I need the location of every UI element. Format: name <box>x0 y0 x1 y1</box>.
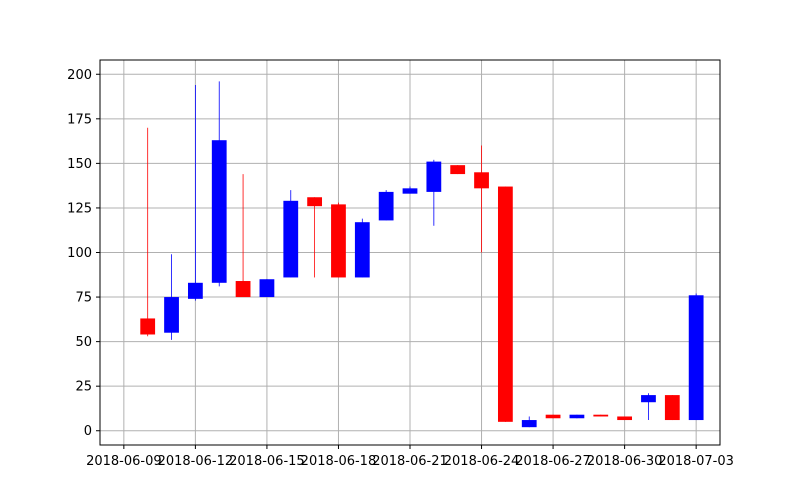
candle <box>450 165 466 175</box>
candle <box>211 81 227 287</box>
x-tick-label: 2018-07-03 <box>658 454 734 469</box>
candle-body <box>641 395 656 403</box>
candle <box>641 393 656 421</box>
candle-body <box>164 297 179 333</box>
candle <box>259 279 275 298</box>
candle-body <box>474 172 489 189</box>
y-axis-ticks: 0 25 50 75 100 125 150 175 200 <box>67 68 100 439</box>
candle-body <box>617 416 633 421</box>
candle <box>354 218 370 278</box>
candle-body <box>497 186 513 422</box>
y-tick-label: 50 <box>75 335 92 350</box>
y-tick-label: 0 <box>84 424 92 439</box>
y-tick-label: 125 <box>67 201 92 216</box>
candle <box>521 416 537 428</box>
candle-body <box>402 188 418 194</box>
candle <box>235 174 251 298</box>
candle <box>331 202 346 278</box>
candle <box>283 190 299 278</box>
x-tick-label: 2018-06-18 <box>301 454 377 469</box>
candle-body <box>187 282 203 299</box>
candle-body <box>331 204 346 278</box>
candle <box>307 197 323 278</box>
candle-body <box>140 318 156 335</box>
x-tick-label: 2018-06-15 <box>229 454 305 469</box>
candle-body <box>378 191 394 221</box>
candle-body <box>283 200 299 278</box>
candle-body <box>211 140 227 283</box>
candle-body <box>450 165 466 175</box>
candle-body <box>354 222 370 278</box>
y-tick-label: 25 <box>75 380 92 395</box>
grid-lines <box>100 60 720 445</box>
candle-body <box>426 161 442 192</box>
y-tick-label: 150 <box>67 157 92 172</box>
candle-body <box>235 281 251 298</box>
y-tick-label: 175 <box>67 112 92 127</box>
x-tick-label: 2018-06-30 <box>587 454 663 469</box>
y-tick-label: 75 <box>75 291 92 306</box>
x-tick-label: 2018-06-12 <box>158 454 234 469</box>
y-tick-label: 100 <box>67 246 92 261</box>
candle-body <box>569 414 585 419</box>
candle <box>474 145 489 253</box>
candle <box>688 293 704 421</box>
candle <box>378 190 394 221</box>
candle <box>426 159 442 226</box>
x-tick-label: 2018-06-27 <box>515 454 591 469</box>
x-tick-label: 2018-06-21 <box>372 454 448 469</box>
candle-body <box>259 279 275 298</box>
candle-body <box>664 395 680 421</box>
candle-body <box>593 414 609 417</box>
candle <box>664 395 680 421</box>
candle <box>164 254 179 340</box>
candle <box>617 416 633 421</box>
candle-body <box>545 414 561 419</box>
candle <box>497 186 513 422</box>
x-axis-ticks: 2018-06-092018-06-122018-06-152018-06-18… <box>86 445 734 469</box>
candle <box>545 414 561 419</box>
candle-body <box>688 295 704 421</box>
x-tick-label: 2018-06-09 <box>86 454 162 469</box>
x-tick-label: 2018-06-24 <box>444 454 520 469</box>
candle <box>140 127 156 337</box>
candle <box>593 414 609 417</box>
candle-body <box>521 420 537 428</box>
y-tick-label: 200 <box>67 68 92 83</box>
candles <box>140 81 704 428</box>
candle <box>569 414 585 419</box>
candle <box>187 84 203 301</box>
candle <box>402 186 418 194</box>
candle-body <box>307 197 323 207</box>
